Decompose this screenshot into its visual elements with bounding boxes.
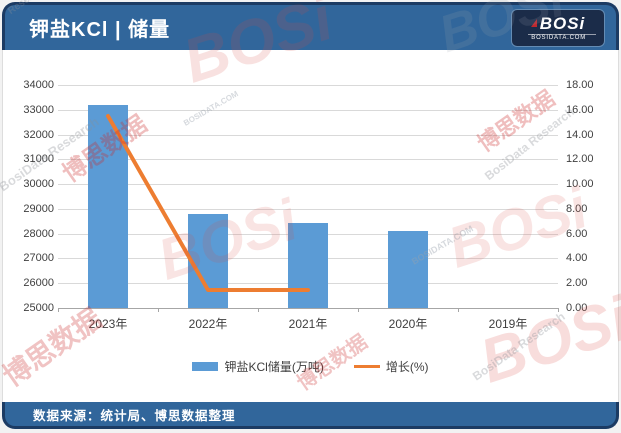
- logo-domain-text: BOSIDATA.COM: [528, 33, 596, 41]
- logo-triangle-icon: [530, 19, 537, 27]
- page-title: 钾盐KCl | 储量: [29, 19, 171, 41]
- legend-label-reserves: 钾盐KCl储量(万吨): [224, 360, 324, 374]
- line-series-swatch: [353, 365, 380, 368]
- bosi-logo: BOSi BOSIDATA.COM: [512, 9, 604, 46]
- chart-body: [2, 50, 619, 402]
- logo-brand-text: BOSi: [539, 13, 586, 33]
- logo-row: BOSi: [512, 15, 604, 32]
- data-source-note: 数据来源：统计局、博思数据整理: [33, 408, 236, 423]
- legend: 钾盐KCl储量(万吨) 增长(%): [0, 358, 621, 375]
- legend-item-reserves: 钾盐KCl储量(万吨): [192, 358, 324, 375]
- legend-item-growth: 增长(%): [353, 358, 429, 375]
- legend-label-growth: 增长(%): [385, 360, 429, 374]
- footer-band: 数据来源：统计局、博思数据整理: [2, 402, 619, 429]
- bar-series-swatch: [192, 362, 219, 371]
- header-band: 钾盐KCl | 储量 BOSi BOSIDATA.COM: [2, 2, 619, 50]
